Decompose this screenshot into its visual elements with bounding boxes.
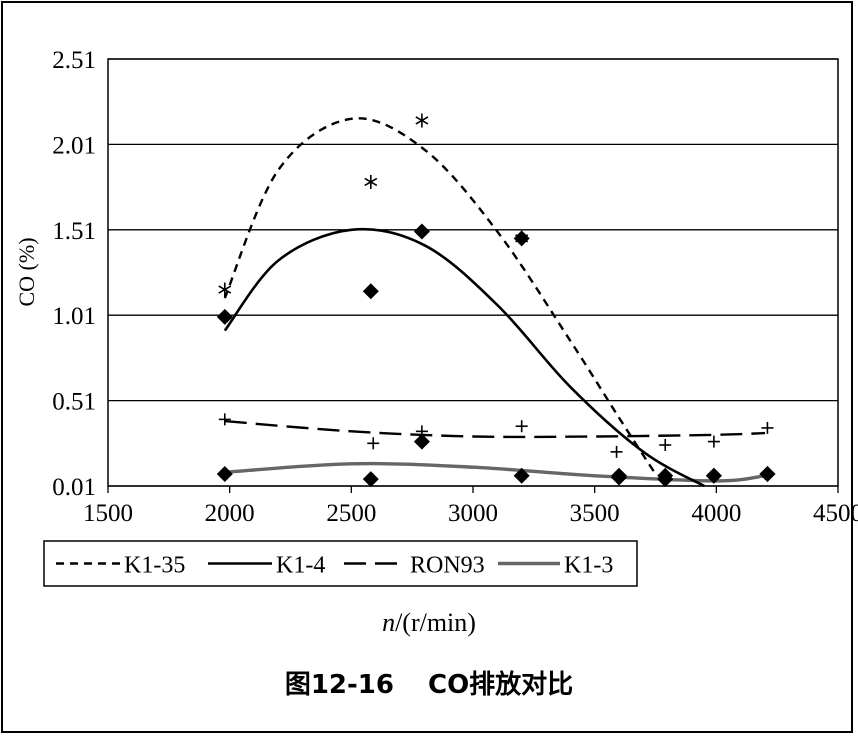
data-point-k1-35 <box>364 174 378 189</box>
data-point-k1-3 <box>611 469 627 486</box>
data-point-k1-3 <box>657 467 674 484</box>
y-tick-label: 2.01 <box>52 132 96 159</box>
series-markers <box>216 113 776 488</box>
axes: 0.01 0.51 1.01 1.51 2.01 2.51 1500 2000 2500 3000… <box>14 47 858 527</box>
series-line-k1-35 <box>223 117 657 475</box>
data-point-ron93 <box>218 413 231 426</box>
data-point-ron93 <box>761 421 774 434</box>
data-point-ron93 <box>610 445 623 458</box>
data-point-k1-4 <box>413 223 430 240</box>
caption-number: 图12-16 <box>284 670 394 700</box>
y-tick-label: 2.51 <box>52 47 96 74</box>
y-tick-label: 1.01 <box>52 303 96 330</box>
y-tick-label: 0.01 <box>52 474 96 501</box>
legend: K1-35 K1-4 RON93 K1-3 <box>43 540 638 587</box>
x-tick-label: 3000 <box>448 500 498 527</box>
data-point-k1-3 <box>513 467 530 484</box>
x-tick-label: 4500 <box>813 500 858 527</box>
caption-text: CO排放对比 <box>427 670 574 700</box>
data-point-k1-35 <box>415 113 429 128</box>
data-point-k1-3 <box>759 466 776 483</box>
data-point-ron93 <box>659 439 672 452</box>
data-point-k1-4 <box>216 308 233 325</box>
legend-box <box>43 540 638 587</box>
data-point-k1-35 <box>218 282 232 297</box>
data-point-k1-3 <box>413 433 430 450</box>
legend-label-k1-35: K1-35 <box>124 553 185 579</box>
figure-caption: 图12-16 CO排放对比 <box>0 664 858 701</box>
x-tick-label: 2000 <box>205 500 255 527</box>
x-tick-label: 2500 <box>326 500 376 527</box>
x-tick-label: 4000 <box>691 500 741 527</box>
y-tick-label: 0.51 <box>52 389 96 416</box>
data-point-ron93 <box>367 437 380 450</box>
plot-area-border <box>107 58 839 487</box>
data-point-k1-3 <box>216 466 233 483</box>
legend-label-k1-4: K1-4 <box>276 553 325 579</box>
data-point-ron93 <box>707 435 720 448</box>
data-point-k1-3 <box>362 471 379 488</box>
data-point-ron93 <box>515 420 528 433</box>
y-tick-label: 1.51 <box>52 218 96 245</box>
y-axis-label: CO (%) <box>14 237 39 306</box>
data-point-k1-3 <box>705 467 722 484</box>
x-tick-label: 3500 <box>570 500 620 527</box>
legend-label-k1-3: K1-3 <box>564 553 613 579</box>
series-line-k1-3 <box>224 461 766 483</box>
data-point-k1-4 <box>513 230 530 247</box>
series-line-ron93 <box>224 419 766 439</box>
grid-lines <box>108 58 838 487</box>
data-point-k1-4 <box>362 283 379 300</box>
x-axis-label: n/(r/min) <box>382 608 476 637</box>
legend-label-ron93: RON93 <box>410 553 485 579</box>
x-tick-label: 1500 <box>83 500 133 527</box>
series-line-k1-4 <box>223 227 705 488</box>
series-lines <box>223 117 766 488</box>
